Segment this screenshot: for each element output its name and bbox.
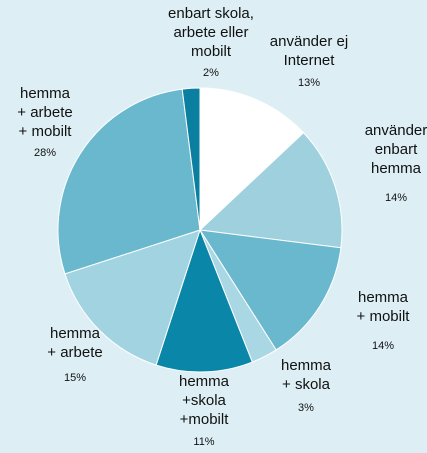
slice-value-label: 2% xyxy=(203,67,219,79)
slice-value-label: 3% xyxy=(298,402,314,414)
slice-value-label: 28% xyxy=(34,147,56,159)
slice-label: hemma + arbete xyxy=(47,325,102,361)
slice-value-label: 13% xyxy=(298,77,320,89)
slice-value-label: 14% xyxy=(372,340,394,352)
pie-slice xyxy=(199,229,342,351)
pie-slice xyxy=(181,87,201,231)
slice-value-label: 15% xyxy=(64,372,86,384)
slice-label: hemma +skola +mobilt xyxy=(179,373,230,428)
slice-label: hemma + skola xyxy=(281,357,332,393)
pie-slice xyxy=(199,87,305,232)
slice-label: använder enbart hemma xyxy=(365,122,427,177)
slice-value-label: 14% xyxy=(385,192,407,204)
pie-slice xyxy=(198,132,343,249)
slice-label: använder ej Internet xyxy=(270,33,348,69)
pie-slice xyxy=(64,229,201,366)
pie-slice xyxy=(155,228,253,373)
pie-slice xyxy=(57,88,201,275)
slice-label: hemma + mobilt xyxy=(357,289,411,325)
slice-label: hemma + arbete + mobilt xyxy=(17,85,72,140)
slice-value-label: 11% xyxy=(193,436,214,448)
slice-label: enbart skola, arbete eller mobilt xyxy=(168,5,254,60)
